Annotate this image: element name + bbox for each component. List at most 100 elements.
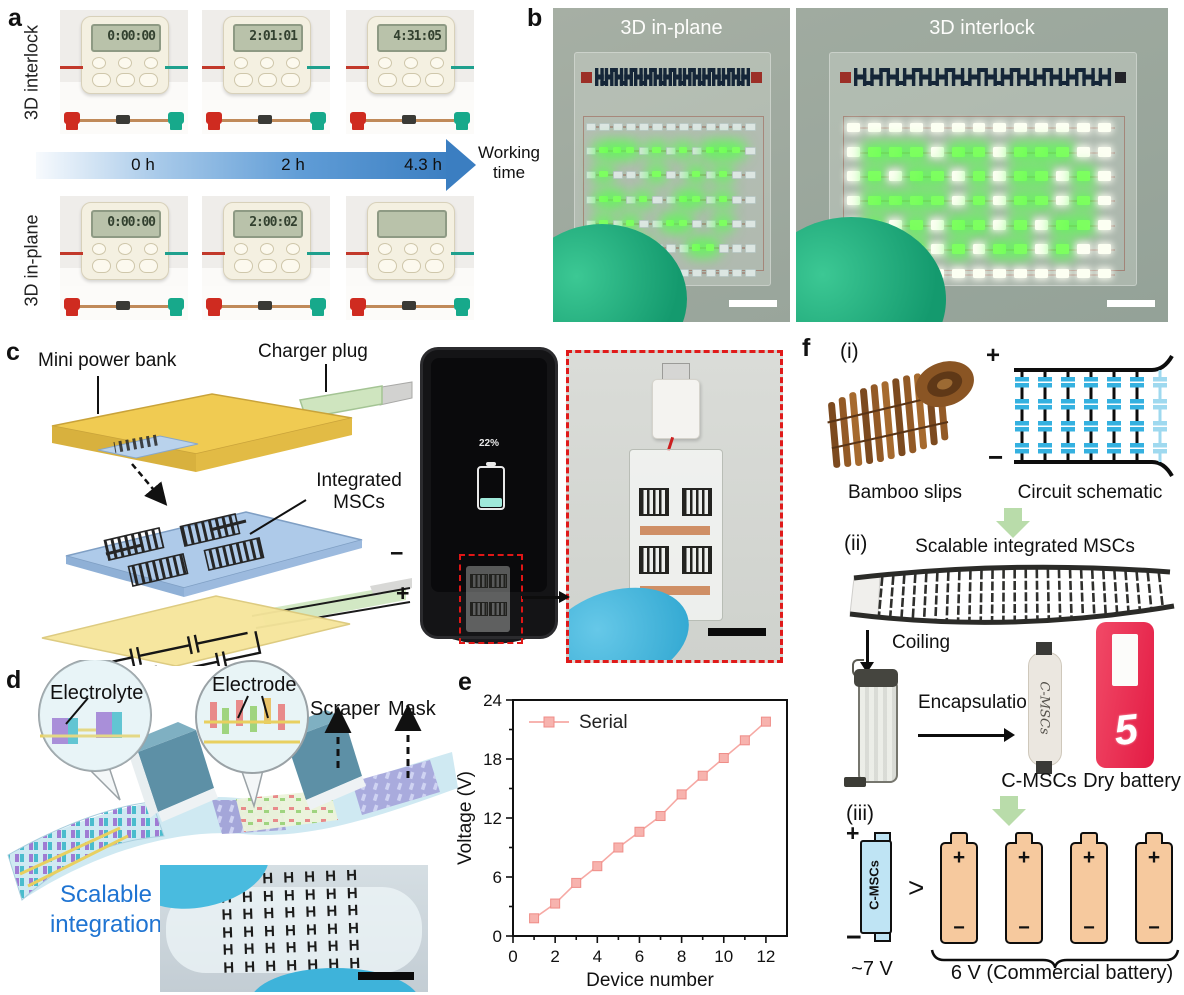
- board-title: 3D in-plane: [620, 17, 723, 39]
- board-title: 3D interlock: [929, 17, 1035, 39]
- led-lit: [972, 195, 986, 206]
- power-bank-exploded-diagram: [41, 364, 413, 666]
- timer-photo: 0:00:00: [60, 10, 188, 134]
- circuit-schematic: [1014, 354, 1174, 478]
- led-board-photo-interlock: 3D interlock: [796, 8, 1168, 322]
- led-off: [889, 122, 902, 133]
- timer-photo: 2:00:02: [202, 196, 330, 320]
- led-off: [745, 195, 756, 204]
- svg-text:Device number: Device number: [586, 970, 714, 991]
- led-lit: [930, 171, 944, 181]
- led-lit: [868, 171, 882, 181]
- led-lit: [599, 171, 608, 178]
- led-off: [1097, 268, 1111, 279]
- timer-photo: [346, 196, 474, 320]
- led-off: [585, 122, 597, 131]
- led-lit: [692, 244, 701, 251]
- led-lit: [972, 219, 986, 230]
- led-off: [599, 122, 610, 131]
- led-lit: [1076, 171, 1090, 181]
- led-off: [1076, 146, 1090, 157]
- led-off: [639, 171, 650, 180]
- scale-bar: [729, 300, 777, 307]
- svg-text:4: 4: [593, 947, 602, 966]
- led-off: [692, 268, 703, 277]
- msc-device-photo: [60, 100, 188, 134]
- svg-text:2: 2: [550, 947, 559, 966]
- led-lit: [718, 171, 728, 178]
- led-lit: [889, 195, 902, 206]
- mask-label: Mask: [388, 698, 436, 720]
- led-lit: [1035, 195, 1049, 206]
- dry-battery-label: Dry battery: [1083, 770, 1181, 792]
- scalable-integration-caption: Scalable integration: [49, 881, 163, 938]
- led-off: [951, 268, 965, 279]
- led-lit: [951, 244, 965, 255]
- led-lit: [972, 171, 986, 181]
- green-clip: [168, 112, 184, 124]
- led-off: [972, 244, 986, 255]
- led-off: [585, 146, 597, 156]
- timer-photo: 0:00:00: [60, 196, 188, 320]
- led-lit: [599, 146, 608, 154]
- panel-e-label: e: [458, 668, 472, 696]
- svg-text:6: 6: [493, 868, 502, 887]
- led-off: [951, 195, 965, 206]
- row-label-3d-in-plane: 3D in-plane: [21, 214, 42, 307]
- led-off: [972, 122, 986, 133]
- led-lit: [652, 146, 661, 154]
- timer-display: 0:00:00: [107, 215, 156, 230]
- timer-display: 2:00:02: [249, 215, 298, 230]
- led-off: [732, 195, 743, 204]
- svg-text:Serial: Serial: [579, 712, 628, 733]
- led-lit: [652, 171, 661, 178]
- msc-device-photo: [346, 286, 474, 320]
- led-off: [665, 195, 676, 204]
- led-off: [585, 171, 597, 180]
- red-clip: [350, 298, 366, 310]
- led-off: [1097, 244, 1111, 255]
- led-lit: [718, 146, 728, 154]
- led-lit: [868, 195, 882, 206]
- svg-text:8: 8: [677, 947, 686, 966]
- led-lit: [889, 146, 902, 157]
- led-lit: [1014, 171, 1028, 181]
- led-lit: [868, 146, 882, 157]
- red-wire: [202, 252, 225, 255]
- svg-text:12: 12: [756, 947, 775, 966]
- green-clip: [310, 298, 326, 310]
- mini-power-bank-label: Mini power bank: [38, 350, 177, 371]
- cmsc-battery-icon: C-MSCs: [858, 832, 898, 942]
- led-off: [585, 195, 597, 204]
- msc-charger-inset-photo: [566, 350, 783, 663]
- step-ii-tag: (ii): [844, 532, 868, 555]
- timer-display: 0:00:00: [107, 29, 156, 44]
- led-off: [1014, 122, 1028, 133]
- led-lit: [612, 146, 621, 154]
- timeline-tick-2h: 2 h: [281, 155, 305, 174]
- led-off: [745, 146, 756, 156]
- led-off: [1056, 195, 1069, 206]
- bamboo-slips-illustration: [827, 361, 974, 468]
- led-off: [652, 219, 663, 229]
- fabrication-process-diagram: [7, 660, 458, 901]
- led-board-photo-in-plane: 3D in-plane: [553, 8, 790, 322]
- led-off: [665, 244, 676, 253]
- working-time-arrow: [36, 152, 448, 179]
- greater-than-symbol: >: [908, 872, 925, 903]
- electrode-label: Electrode: [212, 674, 297, 696]
- battery-plus: +: [1017, 846, 1031, 869]
- schematic-minus-label: −: [988, 442, 1004, 472]
- battery-plus: +: [1082, 846, 1096, 869]
- led-off: [692, 122, 703, 131]
- red-clip: [64, 112, 80, 124]
- led-off: [868, 122, 882, 133]
- led-lit: [993, 244, 1007, 255]
- digital-timer: 0:00:00: [81, 16, 169, 94]
- circuit-schematic-label: Circuit schematic: [1017, 482, 1163, 503]
- panel-b-label: b: [527, 4, 543, 32]
- panel-f-label: f: [802, 334, 811, 362]
- msc-device-photo: [60, 286, 188, 320]
- red-clip: [206, 112, 222, 124]
- led-lit: [1056, 219, 1069, 230]
